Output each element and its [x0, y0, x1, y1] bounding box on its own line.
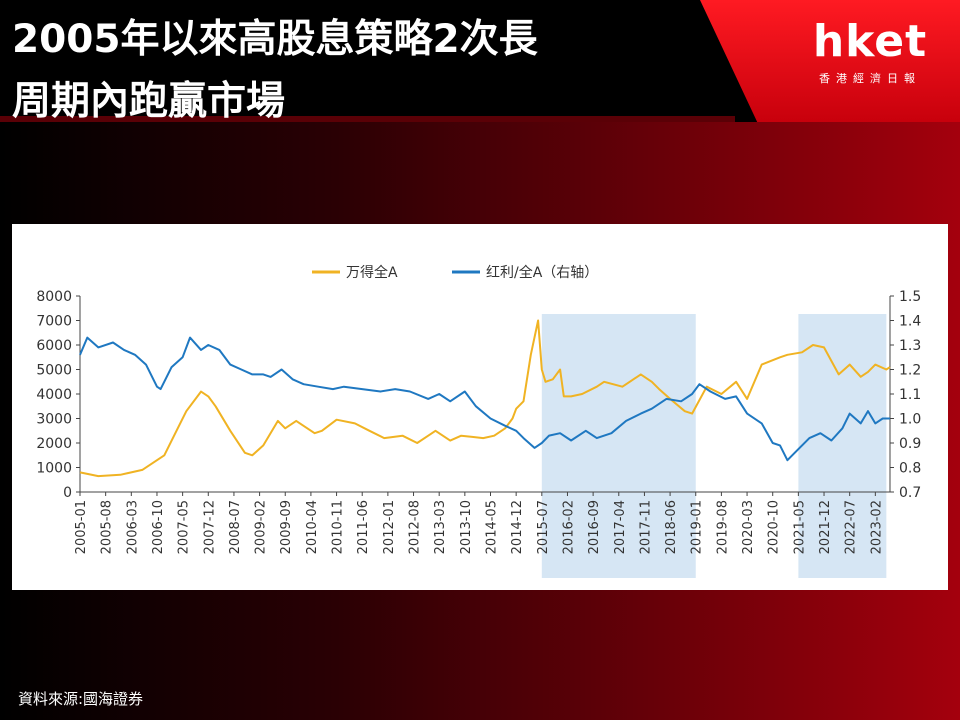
x-tick-label: 2015-07	[536, 500, 551, 554]
x-tick-label: 2021-12	[818, 500, 833, 554]
x-tick-label: 2018-06	[664, 500, 679, 554]
y-left-tick-label: 0	[63, 485, 72, 501]
source-note: 資料來源:國海證券	[18, 690, 144, 708]
series-line-wind-all-a	[79, 319, 891, 478]
y-right-tick-label: 0.7	[899, 485, 921, 501]
shaded-period-1	[541, 314, 696, 578]
logo-subtitle: 香港經濟日報	[819, 72, 921, 85]
x-tick-label: 2008-07	[228, 500, 243, 554]
title-line-1: 2005年以來高股息策略2次長	[12, 17, 538, 62]
x-tick-label: 2010-11	[331, 500, 346, 554]
y-right-tick-label: 0.9	[899, 436, 921, 452]
x-tick-label: 2019-08	[715, 500, 730, 554]
x-tick-label: 2021-05	[792, 500, 807, 554]
legend-label-2: 红利/全A（右轴）	[486, 264, 598, 281]
y-left-tick-label: 2000	[36, 436, 72, 452]
x-tick-label: 2022-07	[844, 500, 859, 554]
x-tick-label: 2023-02	[869, 500, 884, 554]
shaded-period-2	[798, 314, 887, 578]
y-left-tick-label: 6000	[36, 338, 72, 354]
y-right-tick-label: 1.5	[899, 289, 921, 305]
y-left-tick-label: 5000	[36, 363, 72, 379]
y-right-tick-label: 0.8	[899, 461, 921, 477]
y-right-tick-label: 1.4	[899, 314, 921, 330]
y-right-tick-label: 1.3	[899, 338, 921, 354]
x-tick-label: 2016-02	[561, 500, 576, 554]
x-tick-label: 2013-03	[433, 500, 448, 554]
title-underline	[0, 116, 735, 122]
y-right-tick-label: 1.0	[899, 412, 921, 428]
x-tick-label: 2011-06	[356, 500, 371, 554]
x-tick-label: 2007-05	[177, 500, 192, 554]
y-left-tick-label: 3000	[36, 412, 72, 428]
x-tick-label: 2017-04	[613, 500, 628, 554]
x-tick-label: 2014-05	[484, 500, 499, 554]
legend-label-1: 万得全A	[346, 264, 398, 281]
x-tick-label: 2016-09	[587, 500, 602, 554]
x-tick-label: 2009-09	[279, 500, 294, 554]
x-tick-label: 2019-01	[690, 500, 705, 554]
x-tick-label: 2012-08	[408, 500, 423, 554]
x-tick-label: 2007-12	[202, 500, 217, 554]
x-tick-label: 2006-10	[151, 500, 166, 554]
x-tick-label: 2014-12	[510, 500, 525, 554]
x-tick-label: 2020-10	[767, 500, 782, 554]
title-line-2: 周期內跑贏市場	[12, 79, 286, 124]
x-tick-label: 2005-08	[100, 500, 115, 554]
x-tick-label: 2005-01	[74, 500, 89, 554]
x-tick-label: 2012-01	[382, 500, 397, 554]
series-line-dividend-ratio	[79, 336, 890, 462]
y-left-tick-label: 1000	[36, 461, 72, 477]
logo-text: hket	[812, 16, 928, 67]
chart: 0 1000 2000 3000 4000 5000 6000 7000 8000 0.7 0.8 0…	[36, 264, 921, 578]
x-tick-label: 2017-11	[638, 500, 653, 554]
y-right-tick-label: 1.1	[899, 387, 921, 403]
x-tick-label: 2009-02	[254, 500, 269, 554]
y-right-tick-label: 1.2	[899, 363, 921, 379]
chart-panel: 0 1000 2000 3000 4000 5000 6000 7000 8000 0.7 0.8 0…	[12, 224, 948, 590]
x-tick-label: 2013-10	[459, 500, 474, 554]
y-left-tick-label: 4000	[36, 387, 72, 403]
y-left-tick-label: 8000	[36, 289, 72, 305]
x-tick-label: 2010-04	[305, 500, 320, 554]
hket-logo[interactable]: hket 香港經濟日報	[800, 16, 940, 96]
x-tick-label: 2020-03	[741, 500, 756, 554]
x-tick-label: 2006-03	[125, 500, 140, 554]
y-left-tick-label: 7000	[36, 314, 72, 330]
